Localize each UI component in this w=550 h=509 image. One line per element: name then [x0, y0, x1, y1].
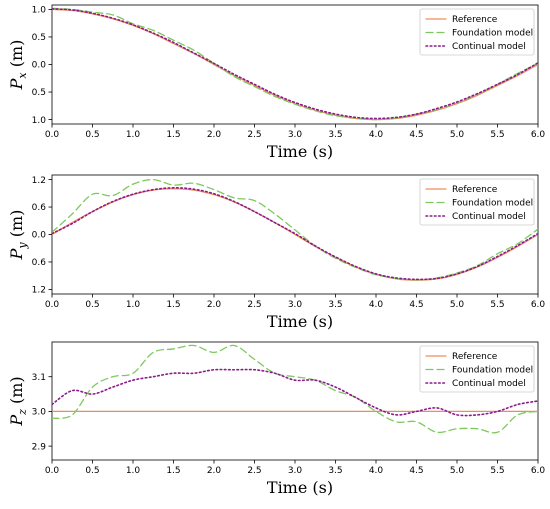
y-tick-label: 0.5 — [32, 33, 46, 43]
x-axis-label: Time (s) — [267, 312, 333, 331]
x-tick-label: 2.0 — [207, 466, 222, 476]
x-tick-label: 1.0 — [126, 300, 141, 310]
x-tick-label: 3.0 — [288, 300, 303, 310]
y-tick-label: 2.9 — [32, 442, 47, 452]
y-tick-label: 1.0 — [32, 116, 47, 126]
x-tick-label: 5.5 — [490, 466, 504, 476]
series-group — [52, 178, 538, 281]
y-tick-label: 0.0 — [32, 61, 47, 71]
y-tick-label: 0.6 — [32, 258, 47, 268]
x-tick-label: 4.0 — [369, 130, 384, 140]
legend-label: Foundation model — [452, 199, 533, 209]
x-tick-label: 3.5 — [328, 466, 342, 476]
y-tick-label: 0.0 — [32, 231, 47, 241]
legend-label: Foundation model — [452, 29, 533, 39]
x-tick-label: 0.5 — [85, 466, 99, 476]
x-tick-label: 3.5 — [328, 300, 342, 310]
x-tick-label: 0.0 — [45, 300, 60, 310]
series-group — [52, 344, 538, 434]
y-axis-label: Py (m) — [7, 210, 29, 261]
series-line-foundation-model — [52, 344, 538, 434]
series-group — [52, 7, 538, 121]
x-tick-label: 5.5 — [490, 300, 504, 310]
x-tick-label: 4.5 — [409, 466, 423, 476]
y-axis-label: Pz (m) — [7, 376, 29, 426]
series-line-continual-model — [52, 187, 538, 281]
y-tick-label: 1.0 — [32, 6, 47, 16]
y-tick-label: 3.1 — [32, 373, 46, 383]
y-axis-label: Px (m) — [7, 40, 29, 91]
x-tick-label: 5.5 — [490, 130, 504, 140]
x-tick-label: 3.0 — [288, 130, 303, 140]
x-tick-label: 4.0 — [369, 300, 384, 310]
legend-box — [419, 345, 535, 393]
x-tick-label: 0.0 — [45, 130, 60, 140]
legend-box — [419, 178, 535, 226]
legend-label: Reference — [452, 15, 498, 25]
x-tick-label: 2.5 — [247, 466, 261, 476]
x-tick-label: 5.0 — [450, 300, 465, 310]
series-line-foundation-model — [52, 7, 538, 121]
x-tick-label: 4.5 — [409, 300, 423, 310]
chart-panel-1: 0.0 0.5 1.0 1.5 2.0 2.5 3.0 3.5 4.0 4.5 5.0 5.5 6.0 1… — [7, 4, 546, 161]
y-tick-label: 0.5 — [32, 88, 46, 98]
x-tick-label: 1.5 — [166, 130, 180, 140]
x-axis-label: Time (s) — [267, 478, 333, 497]
x-tick-label: 6.0 — [531, 300, 546, 310]
legend-label: Continual model — [452, 379, 526, 389]
x-tick-label: 2.5 — [247, 130, 261, 140]
x-tick-label: 0.5 — [85, 300, 99, 310]
chart-panel-2: 0.0 0.5 1.0 1.5 2.0 2.5 3.0 3.5 4.0 4.5 5.0 5.5 6.0 1… — [7, 174, 546, 331]
x-tick-label: 5.0 — [450, 466, 465, 476]
x-tick-label: 6.0 — [531, 130, 546, 140]
legend-label: Continual model — [452, 212, 526, 222]
series-line-foundation-model — [52, 178, 538, 281]
x-tick-label: 2.5 — [247, 300, 261, 310]
legend: Reference Foundation model Continual model — [419, 8, 535, 56]
legend-label: Continual model — [452, 42, 526, 52]
series-line-continual-model — [52, 8, 538, 120]
x-tick-label: 0.0 — [45, 466, 60, 476]
legend-label: Reference — [452, 185, 498, 195]
x-tick-label: 4.5 — [409, 130, 423, 140]
y-tick-label: 1.2 — [32, 176, 46, 186]
x-tick-label: 4.0 — [369, 466, 384, 476]
x-tick-label: 1.5 — [166, 300, 180, 310]
y-tick-label: 1.2 — [32, 286, 46, 296]
x-tick-label: 3.0 — [288, 466, 303, 476]
x-tick-label: 6.0 — [531, 466, 546, 476]
legend: Reference Foundation model Continual model — [419, 178, 535, 226]
x-tick-label: 1.0 — [126, 130, 141, 140]
legend-label: Foundation model — [452, 366, 533, 376]
x-axis-label: Time (s) — [267, 142, 333, 161]
series-line-continual-model — [52, 368, 538, 417]
x-tick-label: 2.0 — [207, 300, 222, 310]
chart-panel-3: 0.0 0.5 1.0 1.5 2.0 2.5 3.0 3.5 4.0 4.5 5.0 5.5 6.0 3… — [7, 341, 546, 497]
x-tick-label: 2.0 — [207, 130, 222, 140]
x-tick-label: 3.5 — [328, 130, 342, 140]
x-tick-label: 5.0 — [450, 130, 465, 140]
legend-label: Reference — [452, 352, 498, 362]
x-tick-label: 1.5 — [166, 466, 180, 476]
x-tick-label: 1.0 — [126, 466, 141, 476]
legend-box — [419, 8, 535, 56]
legend: Reference Foundation model Continual model — [419, 345, 535, 393]
y-tick-label: 3.0 — [32, 408, 47, 418]
y-tick-label: 0.6 — [32, 203, 47, 213]
x-tick-label: 0.5 — [85, 130, 99, 140]
